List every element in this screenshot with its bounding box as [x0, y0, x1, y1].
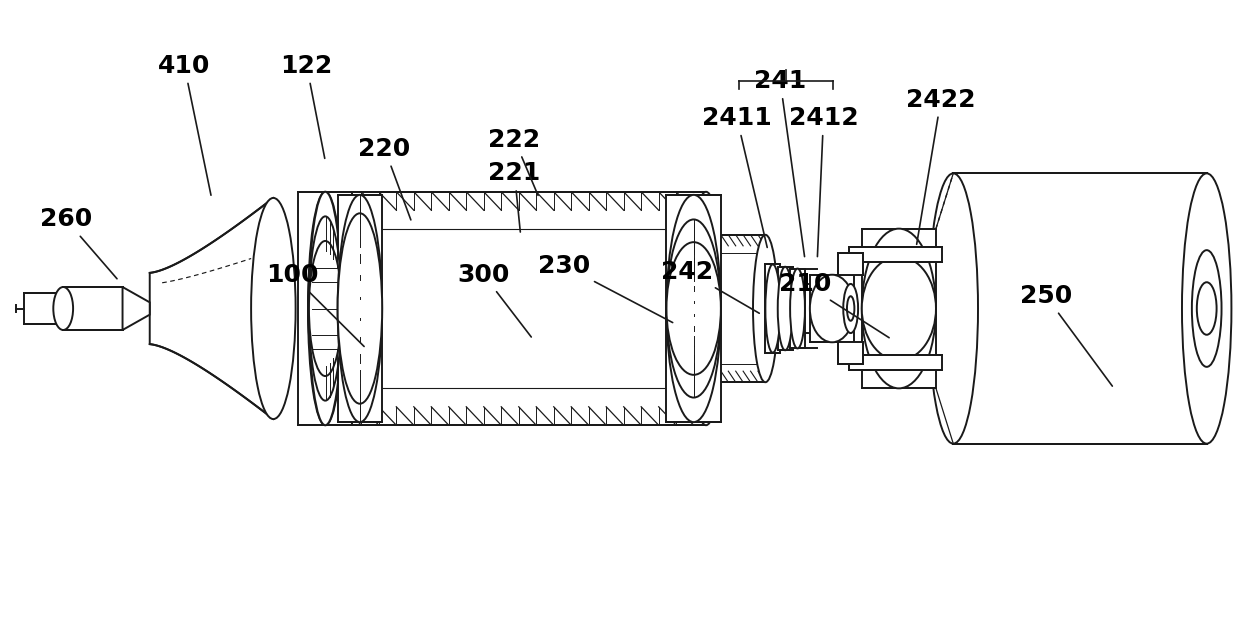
Ellipse shape — [252, 198, 296, 419]
Ellipse shape — [778, 267, 793, 350]
Ellipse shape — [309, 217, 342, 400]
Ellipse shape — [667, 220, 721, 397]
Ellipse shape — [862, 257, 935, 360]
Polygon shape — [706, 235, 766, 382]
Polygon shape — [24, 293, 63, 324]
Polygon shape — [123, 287, 150, 330]
Polygon shape — [667, 195, 721, 422]
Ellipse shape — [689, 192, 724, 425]
Ellipse shape — [667, 195, 721, 422]
Text: 250: 250 — [1020, 284, 1113, 386]
Text: 100: 100 — [265, 263, 364, 347]
Text: 220: 220 — [358, 137, 411, 220]
Text: 210: 210 — [779, 272, 890, 337]
Polygon shape — [63, 287, 123, 330]
Ellipse shape — [1197, 282, 1217, 335]
Polygon shape — [839, 342, 864, 364]
Text: 122: 122 — [280, 54, 333, 159]
Text: 221: 221 — [488, 162, 540, 232]
Ellipse shape — [338, 213, 382, 404]
Polygon shape — [790, 268, 805, 349]
Text: 241: 241 — [755, 69, 807, 257]
Ellipse shape — [844, 284, 859, 333]
Polygon shape — [850, 355, 942, 370]
Ellipse shape — [810, 275, 855, 342]
Text: 2411: 2411 — [703, 106, 772, 247]
Ellipse shape — [338, 195, 382, 422]
Polygon shape — [850, 247, 942, 262]
Ellipse shape — [847, 296, 855, 321]
Ellipse shape — [667, 242, 721, 375]
Polygon shape — [953, 173, 1207, 444]
Polygon shape — [810, 275, 855, 342]
Ellipse shape — [694, 235, 719, 382]
Polygon shape — [299, 192, 352, 425]
Polygon shape — [326, 192, 706, 425]
Text: 2422: 2422 — [906, 88, 975, 244]
Polygon shape — [778, 267, 793, 350]
Ellipse shape — [1182, 173, 1232, 444]
Ellipse shape — [309, 241, 342, 376]
Text: 300: 300 — [457, 263, 532, 337]
Polygon shape — [766, 264, 781, 353]
Ellipse shape — [53, 287, 73, 330]
Polygon shape — [338, 195, 382, 422]
Ellipse shape — [928, 173, 978, 444]
Ellipse shape — [766, 264, 781, 353]
Polygon shape — [862, 229, 935, 388]
Ellipse shape — [790, 268, 805, 349]
Text: 2412: 2412 — [789, 106, 859, 257]
Text: 260: 260 — [40, 207, 116, 279]
Text: 230: 230 — [538, 254, 673, 323]
Text: 242: 242 — [662, 260, 760, 313]
Text: 222: 222 — [488, 128, 540, 196]
Ellipse shape — [309, 192, 342, 425]
Ellipse shape — [309, 229, 343, 388]
Ellipse shape — [309, 192, 343, 425]
Ellipse shape — [753, 235, 778, 382]
Ellipse shape — [1192, 250, 1222, 367]
Ellipse shape — [689, 229, 724, 388]
Ellipse shape — [862, 229, 935, 388]
Polygon shape — [150, 198, 274, 419]
Polygon shape — [839, 253, 864, 275]
Text: 410: 410 — [159, 54, 211, 195]
